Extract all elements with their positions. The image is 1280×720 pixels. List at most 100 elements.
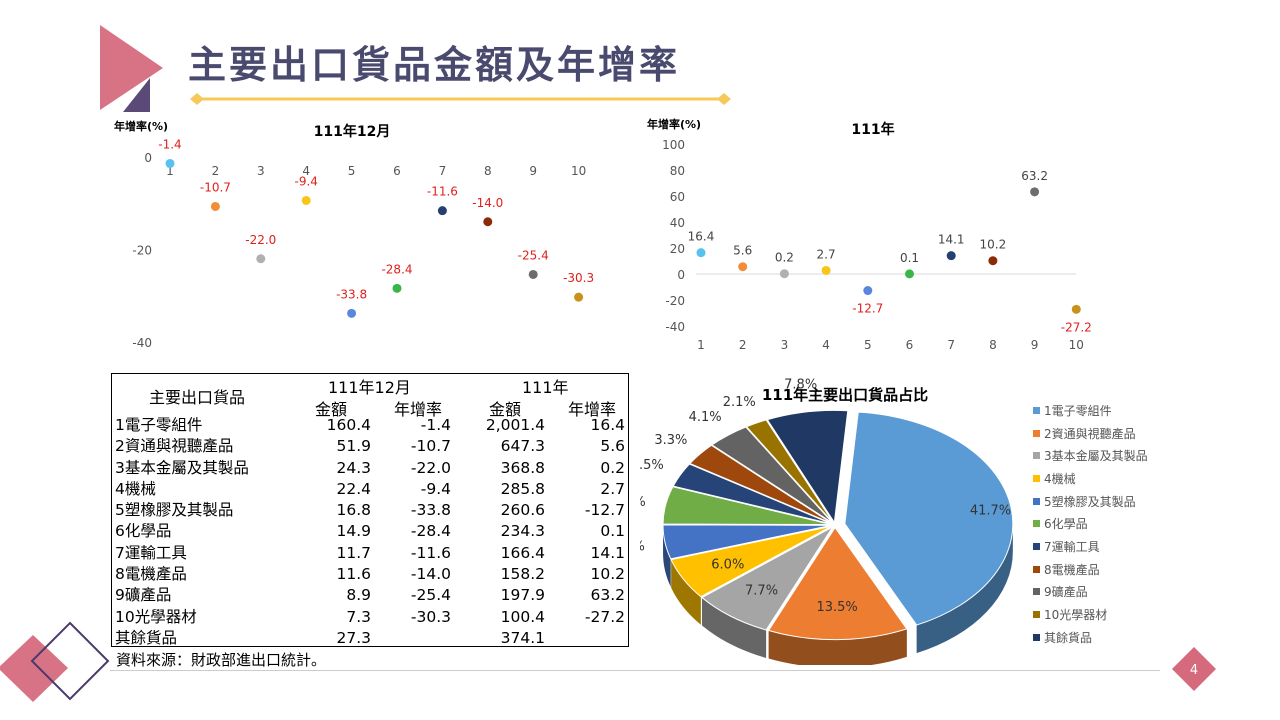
row-value: 27.3 bbox=[336, 628, 371, 647]
legend-swatch bbox=[1033, 588, 1040, 596]
table-row: 其餘貨品 27.3 374.1 bbox=[115, 628, 625, 649]
legend-label: 6化學品 bbox=[1044, 517, 1088, 532]
legend-item: 5塑橡膠及其製品 bbox=[1033, 490, 1148, 513]
data-point bbox=[863, 286, 873, 296]
pie-slice bbox=[689, 444, 833, 524]
header-year-growth: 年增率 bbox=[568, 400, 617, 419]
pie-slice bbox=[670, 525, 832, 598]
legend-item: 6化學品 bbox=[1033, 512, 1148, 535]
table-row: 1電子零組件 160.4 -1.4 2,001.4 16.4 bbox=[115, 415, 625, 436]
pie-slice-side bbox=[701, 597, 767, 658]
pie-slice bbox=[766, 409, 849, 524]
legend-swatch bbox=[1033, 406, 1040, 414]
y-tick-label: 20 bbox=[670, 242, 685, 256]
export-share-pie: 111年主要出口貨品占比 41.7% 13.5% 7.7%6.0% 4.9% 5.4% 3.… bbox=[640, 378, 1014, 665]
legend-label: 7運輸工具 bbox=[1044, 539, 1100, 554]
row-value: -14.0 bbox=[410, 565, 451, 584]
export-table: 主要出口貨品 111年12月 111年 金額 年增率 金額 年增率 1電子零組件… bbox=[111, 373, 629, 647]
data-point bbox=[821, 265, 831, 275]
table-row: 8電機產品 11.6 -14.0 158.2 10.2 bbox=[115, 564, 625, 585]
legend-label: 10光學器材 bbox=[1044, 608, 1108, 623]
row-value: -33.8 bbox=[410, 501, 451, 520]
data-point bbox=[528, 269, 538, 279]
table-row: 6化學品 14.9 -28.4 234.3 0.1 bbox=[115, 521, 625, 542]
table-row: 5塑橡膠及其製品 16.8 -33.8 260.6 -12.7 bbox=[115, 500, 625, 521]
x-tick-label: 7 bbox=[947, 338, 955, 352]
row-value: -27.2 bbox=[584, 607, 625, 626]
row-value: 14.9 bbox=[336, 522, 371, 541]
data-label: -12.7 bbox=[852, 302, 883, 316]
row-value bbox=[545, 628, 625, 649]
legend-swatch bbox=[1033, 633, 1040, 641]
data-label: 5.6 bbox=[733, 244, 752, 258]
x-tick-label: 2 bbox=[739, 338, 747, 352]
page-badge-diamond: 4 bbox=[1172, 647, 1216, 691]
slice-label: 3.3% bbox=[654, 433, 687, 448]
legend-item: 7運輸工具 bbox=[1033, 535, 1148, 558]
data-point bbox=[988, 256, 998, 266]
row-value: 5.6 bbox=[600, 437, 625, 456]
x-tick-label: 10 bbox=[1069, 338, 1084, 352]
data-point bbox=[946, 251, 956, 261]
data-point bbox=[483, 217, 493, 227]
legend-label: 9礦產品 bbox=[1044, 585, 1088, 600]
slice-label: 7.8% bbox=[784, 378, 817, 393]
x-tick-label: 4 bbox=[822, 338, 830, 352]
row-label: 9礦產品 bbox=[115, 586, 172, 605]
data-label: 14.1 bbox=[938, 233, 965, 247]
legend-label: 4機械 bbox=[1044, 471, 1076, 486]
row-value: 7.3 bbox=[346, 607, 371, 626]
legend-swatch bbox=[1033, 520, 1040, 528]
row-value: 2,001.4 bbox=[485, 416, 545, 434]
row-value: -22.0 bbox=[410, 458, 451, 477]
data-point bbox=[210, 201, 220, 211]
page-number-badge: 4 bbox=[1172, 647, 1216, 691]
row-label: 1電子零組件 bbox=[115, 416, 203, 434]
slice-label: 5.4% bbox=[640, 495, 646, 510]
slice-label: 7.7% bbox=[745, 584, 778, 599]
data-label: 2.7 bbox=[817, 247, 836, 261]
data-label: -14.0 bbox=[472, 196, 503, 210]
pie-slice bbox=[701, 526, 834, 631]
row-value: 63.2 bbox=[590, 586, 625, 605]
x-tick-label: 3 bbox=[781, 338, 789, 352]
data-point bbox=[392, 283, 402, 293]
legend-label: 5塑橡膠及其製品 bbox=[1044, 494, 1136, 509]
slice-label: 3.5% bbox=[640, 458, 664, 473]
row-value: 368.8 bbox=[500, 458, 545, 477]
row-value: -11.6 bbox=[410, 543, 451, 562]
data-label: -25.4 bbox=[518, 248, 549, 262]
row-value: -30.3 bbox=[410, 607, 451, 626]
pie-slice bbox=[844, 411, 1014, 626]
row-value: 24.3 bbox=[336, 458, 371, 477]
slice-label: 2.1% bbox=[723, 395, 756, 410]
row-value: 647.3 bbox=[500, 437, 545, 456]
pie-slice bbox=[662, 486, 832, 526]
row-value: 16.4 bbox=[590, 416, 625, 434]
export-table-body: 1電子零組件 160.4 -1.4 2,001.4 16.4 2資通與視聽產品 51.9 -1… bbox=[115, 415, 625, 649]
table-row: 9礦產品 8.9 -25.4 197.9 63.2 bbox=[115, 585, 625, 606]
row-value: 8.9 bbox=[346, 586, 371, 605]
header-year-amount: 金額 bbox=[489, 400, 522, 419]
y-tick-label: 100 bbox=[662, 138, 685, 152]
data-point bbox=[574, 292, 584, 302]
row-value: 10.2 bbox=[590, 565, 625, 584]
legend-swatch bbox=[1033, 542, 1040, 550]
row-value bbox=[371, 628, 451, 649]
legend-swatch bbox=[1033, 429, 1040, 437]
data-label: 16.4 bbox=[688, 230, 715, 244]
chart-title: 111年12月 bbox=[314, 123, 391, 140]
pie-slice-side bbox=[671, 559, 701, 625]
row-value: -9.4 bbox=[420, 479, 451, 498]
x-tick-label: 6 bbox=[906, 338, 914, 352]
y-tick-label: -40 bbox=[132, 336, 152, 350]
legend-item: 其餘貨品 bbox=[1033, 626, 1148, 649]
row-value: 260.6 bbox=[500, 501, 545, 520]
y-tick-label: -20 bbox=[665, 294, 685, 308]
data-point bbox=[437, 206, 447, 216]
x-tick-label: 7 bbox=[439, 164, 447, 178]
data-point bbox=[165, 158, 175, 168]
row-value: -12.7 bbox=[584, 501, 625, 520]
header-year: 111年 bbox=[522, 378, 569, 397]
x-tick-label: 3 bbox=[257, 164, 265, 178]
